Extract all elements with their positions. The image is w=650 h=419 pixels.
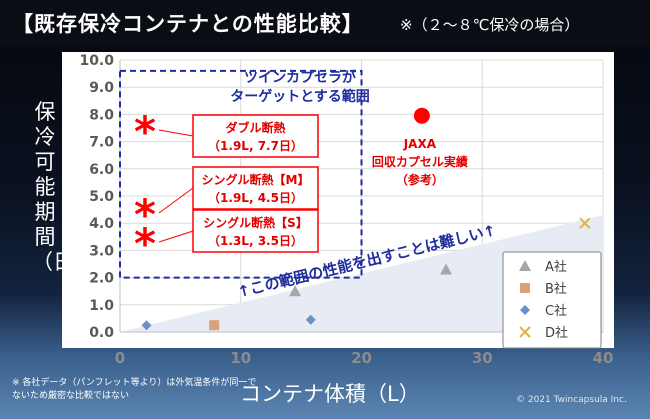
page-title: 【既存保冷コンテナとの性能比較】	[12, 12, 364, 36]
y-tick-label: 7.0	[89, 135, 114, 151]
legend-marker	[519, 326, 531, 338]
y-tick-label: 0.0	[89, 325, 114, 341]
footnote: ※ 各社データ（パンフレット等より）は外気温条件が同一でないため厳密な比較ではな…	[12, 378, 257, 401]
product-callout-label: シングル断熱【S】	[203, 215, 308, 230]
y-tick-label: 2.0	[89, 271, 114, 287]
x-tick-label: 0	[115, 349, 125, 367]
jaxa-label: JAXA	[403, 137, 437, 151]
jaxa-label: （参考）	[396, 172, 444, 187]
condition-note: ※（２～８℃保冷の場合）	[400, 16, 580, 34]
data-point-x	[579, 217, 591, 229]
product-callout-box	[192, 114, 319, 158]
product-callout-label: （1.3L, 3.5日）	[208, 233, 303, 248]
x-tick-label: 10	[230, 349, 251, 367]
legend-marker	[519, 260, 531, 271]
y-tick-label: 9.0	[89, 80, 114, 96]
data-point-diamond	[305, 314, 316, 325]
legend-marker	[520, 305, 530, 315]
legend-label: D社	[545, 325, 568, 341]
legend-box	[502, 251, 602, 349]
data-point-triangle	[289, 285, 302, 297]
target-region-box	[119, 69, 363, 279]
jaxa-label: 回収カプセル実績	[372, 154, 468, 169]
y-tick-label: 1.0	[89, 298, 114, 314]
legend-label: C社	[545, 303, 567, 319]
jaxa-point	[413, 107, 430, 124]
copyright: © 2021 Twincapsula Inc.	[516, 395, 627, 405]
product-callout-label: シングル断熱【M】	[202, 172, 310, 187]
y-tick-label: 5.0	[89, 189, 114, 205]
x-tick-label: 40	[593, 349, 614, 367]
product-asterisk: *	[134, 107, 156, 156]
y-tick-label: 10.0	[79, 53, 114, 69]
product-callout-box	[192, 209, 319, 253]
product-asterisk: *	[134, 219, 156, 268]
target-region-label: ターゲットとする範囲	[230, 88, 370, 105]
legend-marker	[520, 283, 530, 293]
target-region-label: ツインカプセラが	[244, 69, 357, 86]
y-tick-label: 6.0	[89, 162, 114, 178]
product-leader-line	[158, 230, 194, 243]
x-tick-label: 20	[351, 349, 372, 367]
y-tick-label: 3.0	[89, 243, 114, 259]
legend-label: A社	[545, 259, 567, 275]
title-bar	[0, 0, 650, 46]
product-leader-line	[158, 129, 194, 137]
data-point-diamond	[141, 320, 152, 331]
y-tick-label: 8.0	[89, 107, 114, 123]
x-axis-label: コンテナ体積（L）	[240, 382, 420, 406]
data-point-square	[209, 320, 220, 331]
x-tick-label: 30	[472, 349, 493, 367]
product-callout-label: ダブル断熱	[225, 120, 285, 135]
difficult-area	[120, 215, 603, 332]
product-asterisk: *	[134, 190, 156, 239]
y-tick-label: 4.0	[89, 216, 114, 232]
product-callout-box	[192, 166, 319, 210]
data-point-triangle	[440, 263, 453, 275]
product-leader-line	[158, 187, 194, 214]
product-callout-label: （1.9L, 7.7日）	[208, 138, 303, 153]
legend-label: B社	[545, 281, 567, 297]
product-callout-label: （1.9L, 4.5日）	[208, 190, 303, 205]
